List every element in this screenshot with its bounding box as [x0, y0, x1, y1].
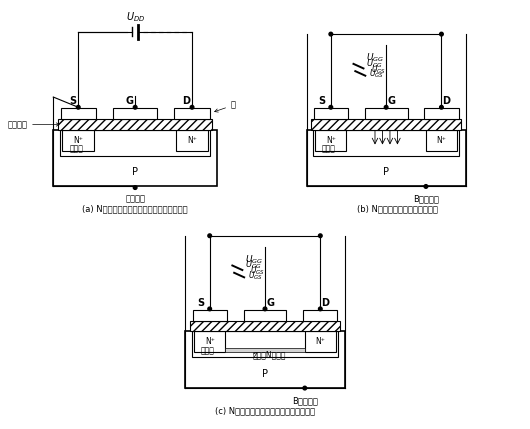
Circle shape	[319, 307, 322, 311]
Circle shape	[190, 106, 194, 109]
Text: 耗尽层: 耗尽层	[201, 346, 215, 355]
Bar	[365, 109, 408, 119]
Bar	[225, 347, 305, 352]
Text: (c) N沟道增强型场效应管导电沟道的导通: (c) N沟道增强型场效应管导电沟道的导通	[215, 406, 315, 415]
Circle shape	[439, 106, 443, 109]
Bar	[315, 130, 346, 151]
Circle shape	[263, 307, 267, 311]
Bar	[305, 331, 336, 352]
Bar	[174, 109, 210, 119]
Bar	[58, 119, 212, 130]
Bar	[194, 331, 225, 352]
Text: G: G	[266, 298, 274, 308]
Text: 耗尽层N型沟道: 耗尽层N型沟道	[252, 351, 286, 360]
Circle shape	[303, 386, 307, 390]
Circle shape	[76, 106, 80, 109]
Circle shape	[134, 186, 137, 189]
Bar	[186, 331, 344, 388]
Text: N⁺: N⁺	[326, 136, 336, 145]
Text: N⁺: N⁺	[205, 337, 215, 346]
Text: B衬底引线: B衬底引线	[413, 194, 439, 203]
Circle shape	[424, 184, 428, 188]
Circle shape	[208, 307, 211, 311]
Text: 衬底引线: 衬底引线	[125, 194, 145, 203]
Circle shape	[329, 106, 333, 109]
Text: 耗尽层: 耗尽层	[322, 145, 336, 154]
Circle shape	[329, 32, 333, 36]
Text: B衬底引线: B衬底引线	[292, 396, 317, 405]
Text: S: S	[197, 298, 204, 308]
Text: P: P	[262, 369, 268, 379]
Text: (b) N沟道增强型场效应管的电场: (b) N沟道增强型场效应管的电场	[357, 205, 438, 214]
Text: $U_{GS}$: $U_{GS}$	[248, 269, 262, 282]
Text: 二氧化硅: 二氧化硅	[7, 120, 59, 129]
Bar	[306, 130, 466, 187]
Text: N⁺: N⁺	[315, 337, 325, 346]
Circle shape	[439, 32, 443, 36]
Text: $U_{DD}$: $U_{DD}$	[126, 10, 145, 24]
Bar	[303, 310, 338, 321]
Text: $U_{GS}$: $U_{GS}$	[250, 265, 265, 278]
Bar	[176, 130, 208, 151]
Text: N⁺: N⁺	[437, 136, 446, 145]
Text: S: S	[318, 96, 325, 106]
Text: S: S	[69, 96, 76, 106]
Circle shape	[319, 234, 322, 238]
Text: $U_{GS}$: $U_{GS}$	[371, 63, 386, 76]
Text: (a) N沟道增强型场效应管源极和衬底的联结: (a) N沟道增强型场效应管源极和衬底的联结	[82, 205, 188, 214]
Bar	[192, 310, 227, 321]
Bar	[54, 130, 217, 187]
Bar	[243, 310, 287, 321]
Bar	[63, 130, 94, 151]
Text: G: G	[126, 96, 134, 106]
Bar	[425, 109, 458, 119]
Bar	[60, 130, 210, 156]
Text: N⁺: N⁺	[73, 136, 83, 145]
Bar	[60, 109, 96, 119]
Text: $U_{GG}$: $U_{GG}$	[245, 254, 263, 266]
Bar	[313, 130, 460, 156]
Bar	[314, 109, 348, 119]
Text: G: G	[387, 96, 395, 106]
Bar	[311, 119, 461, 130]
Text: D: D	[443, 96, 450, 106]
Text: $U_{GG}$: $U_{GG}$	[366, 52, 385, 64]
Bar	[190, 321, 340, 331]
Text: N⁺: N⁺	[187, 136, 197, 145]
Bar	[113, 109, 157, 119]
Text: P: P	[132, 167, 138, 177]
Circle shape	[384, 106, 388, 109]
Text: P: P	[383, 167, 389, 177]
Bar	[192, 331, 338, 357]
Text: $U_{GG}$: $U_{GG}$	[366, 57, 383, 69]
Bar	[426, 130, 457, 151]
Text: D: D	[182, 96, 190, 106]
Text: $U_{GG}$: $U_{GG}$	[245, 259, 262, 271]
Text: 耗尽层: 耗尽层	[69, 145, 83, 154]
Circle shape	[134, 106, 137, 109]
Circle shape	[208, 234, 211, 238]
Text: D: D	[321, 298, 330, 308]
Text: 铝: 铝	[215, 101, 236, 112]
Text: $U_{GS}$: $U_{GS}$	[369, 68, 384, 80]
